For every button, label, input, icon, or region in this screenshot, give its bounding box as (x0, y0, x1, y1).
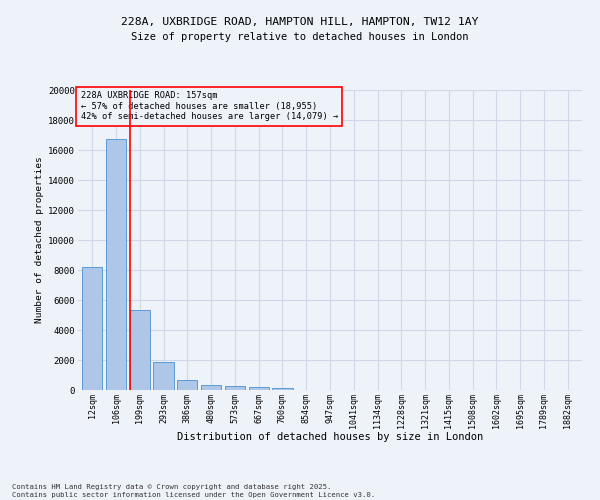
Bar (82, 267, 103, 390)
Bar (248, 387, 269, 390)
Text: 228A, UXBRIDGE ROAD, HAMPTON HILL, HAMPTON, TW12 1AY: 228A, UXBRIDGE ROAD, HAMPTON HILL, HAMPT… (121, 18, 479, 28)
Bar (177, 380, 197, 390)
Text: 228A UXBRIDGE ROAD: 157sqm
← 57% of detached houses are smaller (18,955)
42% of : 228A UXBRIDGE ROAD: 157sqm ← 57% of deta… (80, 92, 338, 122)
Bar (201, 385, 221, 390)
X-axis label: Distribution of detached houses by size in London: Distribution of detached houses by size … (177, 432, 483, 442)
Bar (106, 140, 126, 390)
Bar (272, 388, 293, 390)
Bar (130, 310, 150, 390)
Bar (154, 362, 173, 390)
Bar (225, 386, 245, 390)
Y-axis label: Number of detached properties: Number of detached properties (35, 156, 44, 324)
Text: Size of property relative to detached houses in London: Size of property relative to detached ho… (131, 32, 469, 42)
Text: Contains HM Land Registry data © Crown copyright and database right 2025.
Contai: Contains HM Land Registry data © Crown c… (12, 484, 375, 498)
